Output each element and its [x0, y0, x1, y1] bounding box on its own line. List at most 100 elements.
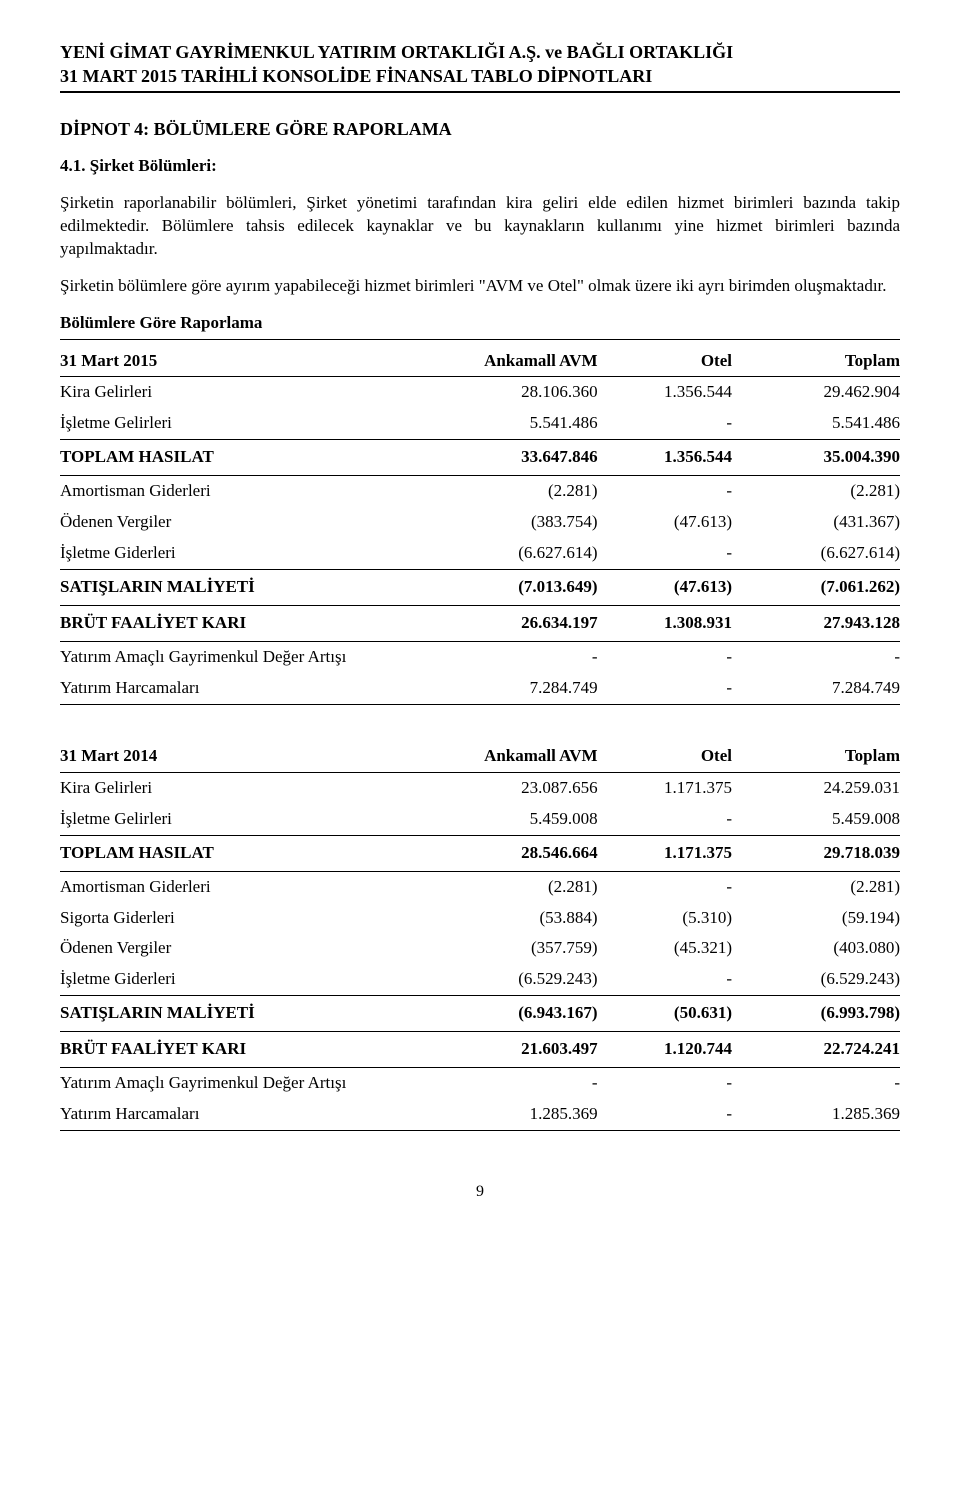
- document-header: YENİ GİMAT GAYRİMENKUL YATIRIM ORTAKLIĞI…: [60, 40, 900, 93]
- table-row: Yatırım Amaçlı Gayrimenkul Değer Artışı …: [60, 1068, 900, 1099]
- cell: (6.627.614): [732, 538, 900, 569]
- cell: (7.061.262): [732, 570, 900, 606]
- row-label: İşletme Giderleri: [60, 538, 430, 569]
- cell: 1.308.931: [598, 606, 732, 642]
- cell: -: [598, 673, 732, 704]
- cell: (50.631): [598, 996, 732, 1032]
- brut-kar-label: BRÜT FAALİYET KARI: [60, 1032, 430, 1068]
- cell: 1.171.375: [598, 835, 732, 871]
- cell: -: [732, 641, 900, 672]
- row-label: Kira Gelirleri: [60, 377, 430, 408]
- row-label: Kira Gelirleri: [60, 772, 430, 803]
- cell: 1.171.375: [598, 772, 732, 803]
- cell: 27.943.128: [732, 606, 900, 642]
- row-label: İşletme Gelirleri: [60, 804, 430, 835]
- table-row: İşletme Gelirleri 5.541.486 - 5.541.486: [60, 408, 900, 439]
- col-header-otel: Otel: [598, 346, 732, 377]
- table-row: İşletme Gelirleri 5.459.008 - 5.459.008: [60, 804, 900, 835]
- table-row: Kira Gelirleri 23.087.656 1.171.375 24.2…: [60, 772, 900, 803]
- cell: -: [598, 964, 732, 995]
- col-header-otel: Otel: [598, 741, 732, 772]
- row-label: Amortisman Giderleri: [60, 476, 430, 507]
- cell: (2.281): [430, 476, 598, 507]
- cell: -: [598, 1099, 732, 1130]
- row-label: Amortisman Giderleri: [60, 871, 430, 902]
- cell: -: [598, 538, 732, 569]
- cell: 5.459.008: [732, 804, 900, 835]
- col-header-avm: Ankamall AVM: [430, 741, 598, 772]
- cell: (383.754): [430, 507, 598, 538]
- page-number: 9: [60, 1181, 900, 1203]
- report-title: Bölümlere Göre Raporlama: [60, 312, 900, 340]
- cell: (6.529.243): [430, 964, 598, 995]
- table-row: İşletme Giderleri (6.627.614) - (6.627.6…: [60, 538, 900, 569]
- cell: (2.281): [430, 871, 598, 902]
- period-label: 31 Mart 2015: [60, 346, 430, 377]
- cell: 24.259.031: [732, 772, 900, 803]
- brut-kar-label: BRÜT FAALİYET KARI: [60, 606, 430, 642]
- cell: 5.541.486: [732, 408, 900, 439]
- cell: 7.284.749: [732, 673, 900, 704]
- row-label: Sigorta Giderleri: [60, 903, 430, 934]
- cell: (5.310): [598, 903, 732, 934]
- cell: 1.120.744: [598, 1032, 732, 1068]
- segment-table-2015: 31 Mart 2015 Ankamall AVM Otel Toplam Ki…: [60, 346, 900, 705]
- cell: 28.106.360: [430, 377, 598, 408]
- cell: (2.281): [732, 871, 900, 902]
- period-label: 31 Mart 2014: [60, 741, 430, 772]
- table-row: Amortisman Giderleri (2.281) - (2.281): [60, 476, 900, 507]
- table-row: Ödenen Vergiler (383.754) (47.613) (431.…: [60, 507, 900, 538]
- cell: 23.087.656: [430, 772, 598, 803]
- cell: (6.529.243): [732, 964, 900, 995]
- cell: (59.194): [732, 903, 900, 934]
- cell: -: [598, 408, 732, 439]
- cell: -: [430, 1068, 598, 1099]
- row-label: Yatırım Harcamaları: [60, 1099, 430, 1130]
- cell: 21.603.497: [430, 1032, 598, 1068]
- table-row: Sigorta Giderleri (53.884) (5.310) (59.1…: [60, 903, 900, 934]
- cell: 35.004.390: [732, 440, 900, 476]
- cell: (431.367): [732, 507, 900, 538]
- paragraph-2: Şirketin bölümlere göre ayırım yapabilec…: [60, 275, 900, 298]
- document-subtitle: 31 MART 2015 TARİHLİ KONSOLİDE FİNANSAL …: [60, 64, 900, 92]
- toplam-hasilat-label: TOPLAM HASILAT: [60, 835, 430, 871]
- satis-maliyeti-label: SATIŞLARIN MALİYETİ: [60, 570, 430, 606]
- cell: 1.356.544: [598, 440, 732, 476]
- segment-table-2014: 31 Mart 2014 Ankamall AVM Otel Toplam Ki…: [60, 741, 900, 1131]
- cell: 1.356.544: [598, 377, 732, 408]
- table-row: Yatırım Harcamaları 1.285.369 - 1.285.36…: [60, 1099, 900, 1130]
- cell: (45.321): [598, 933, 732, 964]
- cell: (403.080): [732, 933, 900, 964]
- cell: 1.285.369: [732, 1099, 900, 1130]
- toplam-hasilat-label: TOPLAM HASILAT: [60, 440, 430, 476]
- row-label: İşletme Gelirleri: [60, 408, 430, 439]
- cell: 29.462.904: [732, 377, 900, 408]
- row-label: Yatırım Harcamaları: [60, 673, 430, 704]
- row-label: Ödenen Vergiler: [60, 507, 430, 538]
- company-name: YENİ GİMAT GAYRİMENKUL YATIRIM ORTAKLIĞI…: [60, 40, 900, 64]
- cell: -: [598, 641, 732, 672]
- cell: (47.613): [598, 507, 732, 538]
- col-header-toplam: Toplam: [732, 741, 900, 772]
- cell: -: [598, 1068, 732, 1099]
- cell: 22.724.241: [732, 1032, 900, 1068]
- cell: (6.943.167): [430, 996, 598, 1032]
- table-row: Ödenen Vergiler (357.759) (45.321) (403.…: [60, 933, 900, 964]
- col-header-avm: Ankamall AVM: [430, 346, 598, 377]
- cell: (47.613): [598, 570, 732, 606]
- cell: 1.285.369: [430, 1099, 598, 1130]
- row-label: Yatırım Amaçlı Gayrimenkul Değer Artışı: [60, 1068, 430, 1099]
- table-row: Yatırım Amaçlı Gayrimenkul Değer Artışı …: [60, 641, 900, 672]
- table-row: Yatırım Harcamaları 7.284.749 - 7.284.74…: [60, 673, 900, 704]
- cell: (6.993.798): [732, 996, 900, 1032]
- cell: -: [430, 641, 598, 672]
- cell: 28.546.664: [430, 835, 598, 871]
- cell: 5.541.486: [430, 408, 598, 439]
- cell: -: [732, 1068, 900, 1099]
- subsection-title: 4.1. Şirket Bölümleri:: [60, 155, 900, 178]
- cell: (2.281): [732, 476, 900, 507]
- cell: -: [598, 804, 732, 835]
- cell: 5.459.008: [430, 804, 598, 835]
- cell: (6.627.614): [430, 538, 598, 569]
- cell: (53.884): [430, 903, 598, 934]
